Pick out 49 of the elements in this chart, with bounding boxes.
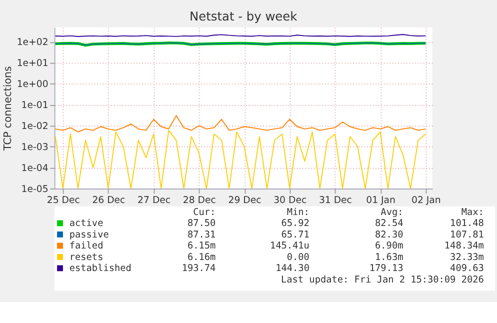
text: 148.34m — [444, 240, 484, 252]
text: 145.41u — [270, 240, 310, 252]
text: 65.92 — [281, 218, 310, 230]
text: Last update: Fri Jan 2 15:30:09 2026 — [281, 274, 484, 286]
text: Avg: — [380, 206, 404, 218]
text: 6.90m — [375, 240, 404, 252]
y-tick-label: 1e+01 — [16, 58, 48, 70]
x-tick-label: 29 Dec — [228, 195, 262, 206]
text: 6.16m — [187, 252, 216, 263]
legend-label: failed — [69, 240, 104, 252]
text: 65.71 — [281, 229, 310, 240]
x-tick-label: 26 Dec — [92, 195, 126, 206]
text: Cur: — [193, 206, 216, 218]
text: 144.30 — [276, 263, 310, 274]
x-tick-label: 01 Jan — [366, 195, 396, 206]
y-tick-label: 1e-04 — [21, 162, 48, 174]
text: 101.48 — [450, 218, 484, 230]
text: 193.74 — [182, 263, 216, 274]
text: 0.00 — [286, 252, 310, 263]
y-tick-label: 1e-03 — [21, 142, 48, 153]
text: 82.30 — [375, 229, 404, 240]
text: 409.63 — [450, 263, 484, 274]
text: 32.33m — [450, 252, 484, 263]
text: 1.63m — [375, 252, 404, 263]
legend-label: passive — [69, 229, 110, 240]
text: Max: — [461, 206, 484, 218]
text: 87.31 — [187, 229, 216, 240]
y-tick-label: 1e-05 — [21, 184, 48, 195]
text: 6.15m — [187, 240, 216, 252]
x-tick-label: 30 Dec — [274, 195, 307, 206]
text: 87.50 — [187, 218, 216, 230]
x-tick-label: 02 Jan — [411, 195, 441, 206]
x-tick-label: 31 Dec — [318, 195, 352, 206]
x-tick-label: 28 Dec — [182, 195, 216, 206]
x-tick-label: 27 Dec — [138, 195, 171, 206]
legend-label: active — [69, 218, 104, 230]
legend-label: resets — [69, 252, 104, 263]
y-tick-label: 1e+00 — [16, 79, 48, 90]
x-tick-label: 25 Dec — [46, 195, 80, 206]
legend-label: established — [69, 263, 132, 274]
y-axis-title: TCP connections — [2, 66, 14, 152]
y-tick-label: 1e+02 — [16, 37, 48, 48]
text: 179.13 — [369, 263, 404, 274]
chart-title: Netstat - by week — [189, 10, 298, 24]
text: 107.81 — [450, 229, 484, 240]
text: 82.54 — [375, 218, 404, 230]
y-tick-label: 1e-01 — [21, 100, 48, 111]
text: Min: — [286, 206, 310, 218]
y-tick-label: 1e-02 — [21, 120, 48, 132]
